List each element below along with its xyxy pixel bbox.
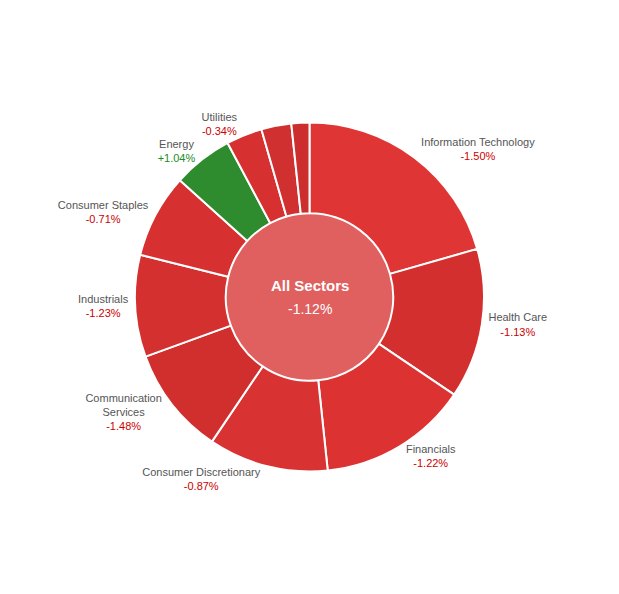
svg-text:Health Care-1.13%: Health Care-1.13%: [488, 311, 547, 337]
svg-text:Consumer Discretionary-0.87%: Consumer Discretionary-0.87%: [142, 466, 260, 492]
svg-text:All Sectors: All Sectors: [271, 277, 349, 294]
svg-text:Financials-1.22%: Financials-1.22%: [406, 443, 456, 469]
svg-text:Energy+1.04%: Energy+1.04%: [158, 138, 196, 164]
svg-text:-1.12%: -1.12%: [288, 301, 332, 317]
svg-text:Information Technology-1.50%: Information Technology-1.50%: [421, 136, 535, 162]
svg-text:Utilities-0.34%: Utilities-0.34%: [202, 111, 238, 137]
svg-text:CommunicationServices-1.48%: CommunicationServices-1.48%: [85, 392, 161, 433]
svg-text:Consumer Staples-0.71%: Consumer Staples-0.71%: [58, 199, 149, 225]
svg-text:Industrials-1.23%: Industrials-1.23%: [78, 293, 129, 319]
